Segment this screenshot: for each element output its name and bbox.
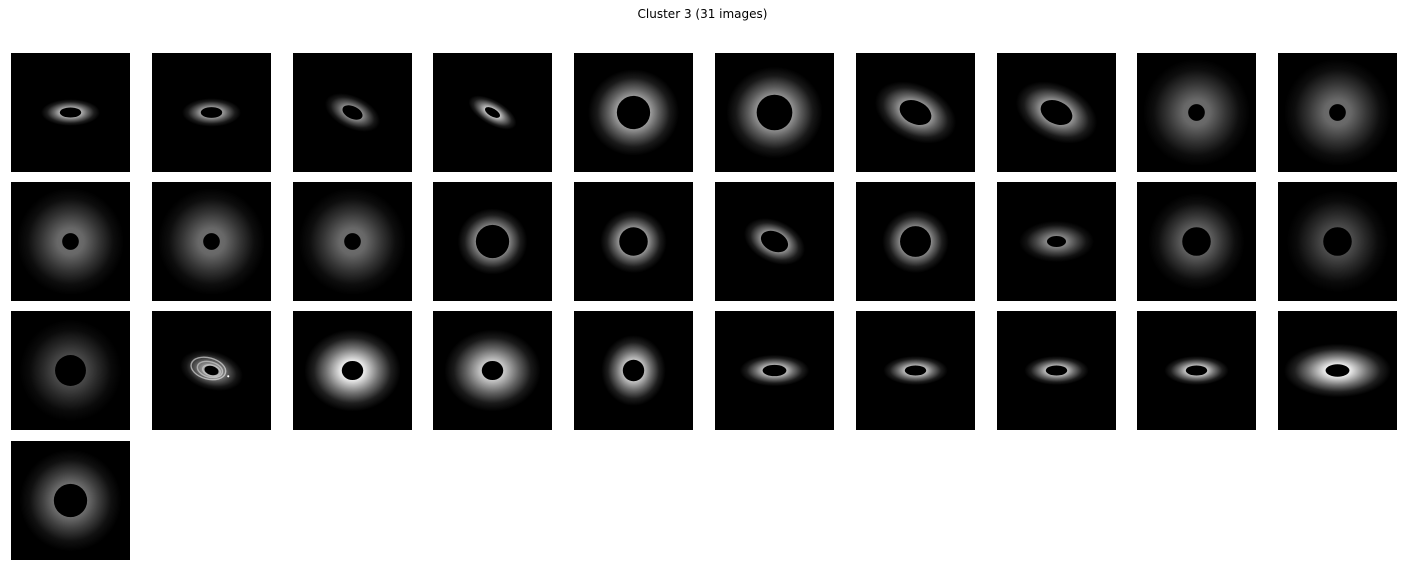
- disk-image-5: [574, 53, 693, 172]
- central-hole: [200, 107, 223, 118]
- disk-image-3: [293, 53, 412, 172]
- disk-image-4-render: [468, 95, 517, 130]
- disk-image-19-render: [1148, 193, 1245, 290]
- disk-image-5-render: [587, 69, 680, 156]
- disk-image-20: [1278, 182, 1397, 301]
- disk-image-15-render: [600, 209, 667, 274]
- central-hole: [485, 107, 500, 118]
- disk-image-4: [433, 53, 552, 172]
- central-hole: [59, 107, 82, 118]
- disk-image-6-render: [726, 66, 823, 159]
- central-hole: [203, 233, 220, 250]
- central-hole: [1323, 227, 1352, 256]
- disk-image-6: [715, 53, 834, 172]
- central-hole: [899, 100, 932, 125]
- disk-image-12: [152, 182, 271, 301]
- disk-image-16-render: [744, 218, 805, 265]
- disk-image-21: [11, 311, 130, 430]
- central-hole: [55, 355, 86, 386]
- disk-image-24: [433, 311, 552, 430]
- disk-image-17-render: [882, 209, 949, 274]
- disk-image-23-render: [304, 329, 401, 412]
- central-hole: [1188, 104, 1205, 121]
- central-hole: [616, 95, 651, 130]
- disk-image-17: [856, 182, 975, 301]
- disk-image-13: [293, 182, 412, 301]
- disk-image-9: [1137, 53, 1256, 172]
- disk-image-15: [574, 182, 693, 301]
- spiral-ring: [196, 360, 224, 379]
- central-hole: [475, 224, 510, 259]
- disk-image-8: [997, 53, 1116, 172]
- disk-image-9-render: [1142, 58, 1251, 167]
- disk-image-27-render: [883, 356, 948, 385]
- bright-spot: [227, 375, 230, 378]
- disk-image-31-render: [19, 449, 122, 552]
- central-hole: [760, 230, 789, 253]
- disk-image-19: [1137, 182, 1256, 301]
- disk-image-12-render: [157, 187, 266, 296]
- central-hole: [1325, 364, 1350, 377]
- disk-image-14: [433, 182, 552, 301]
- central-hole: [1046, 236, 1067, 247]
- central-hole: [53, 483, 88, 518]
- central-hole: [341, 360, 364, 381]
- disk-image-30-render: [1283, 343, 1392, 398]
- spiral-ring: [201, 364, 222, 377]
- disk-image-8-render: [1015, 81, 1098, 144]
- disk-image-10: [1278, 53, 1397, 172]
- central-hole: [622, 359, 645, 382]
- disk-image-7-render: [874, 81, 957, 144]
- disk-image-26: [715, 311, 834, 430]
- disk-image-29: [1137, 311, 1256, 430]
- central-hole: [1040, 100, 1073, 125]
- disk-image-11: [11, 182, 130, 301]
- disk-image-2-render: [182, 98, 241, 127]
- central-hole: [1182, 227, 1211, 256]
- disk-image-10-render: [1283, 58, 1392, 167]
- central-hole: [900, 226, 931, 257]
- central-hole: [62, 233, 79, 250]
- central-hole: [1329, 104, 1346, 121]
- disk-image-22-render: [180, 350, 243, 391]
- central-hole: [1185, 365, 1208, 376]
- disk-image-3-render: [324, 93, 381, 132]
- disk-image-21-render: [19, 319, 122, 422]
- disk-image-1-render: [41, 99, 100, 126]
- disk-image-25: [574, 311, 693, 430]
- central-hole: [904, 365, 927, 376]
- figure-title: Cluster 3 (31 images): [637, 7, 768, 21]
- disk-image-27: [856, 311, 975, 430]
- disk-image-1: [11, 53, 130, 172]
- disk-image-20-render: [1286, 190, 1389, 293]
- disk-image-16: [715, 182, 834, 301]
- disk-image-7: [856, 53, 975, 172]
- central-hole: [204, 365, 219, 376]
- disk-image-31: [11, 441, 130, 560]
- disk-image-18: [997, 182, 1116, 301]
- central-hole: [1045, 365, 1068, 376]
- central-hole: [481, 360, 504, 381]
- disk-image-23: [293, 311, 412, 430]
- central-hole: [342, 105, 363, 120]
- disk-image-18-render: [1019, 220, 1094, 263]
- disk-image-22: [152, 311, 271, 430]
- disk-image-28: [997, 311, 1116, 430]
- disk-image-24-render: [444, 329, 541, 412]
- central-hole: [344, 233, 361, 250]
- central-hole: [619, 227, 648, 256]
- spiral-ring: [190, 356, 227, 381]
- disk-image-30: [1278, 311, 1397, 430]
- disk-image-28-render: [1024, 356, 1089, 385]
- disk-image-11-render: [16, 187, 125, 296]
- disk-image-2: [152, 53, 271, 172]
- central-hole: [756, 94, 793, 131]
- disk-image-29-render: [1164, 356, 1229, 385]
- disk-image-25-render: [601, 335, 666, 406]
- disk-image-14-render: [457, 208, 528, 275]
- disk-image-13-render: [298, 187, 407, 296]
- central-hole: [762, 364, 787, 377]
- disk-image-26-render: [739, 354, 810, 387]
